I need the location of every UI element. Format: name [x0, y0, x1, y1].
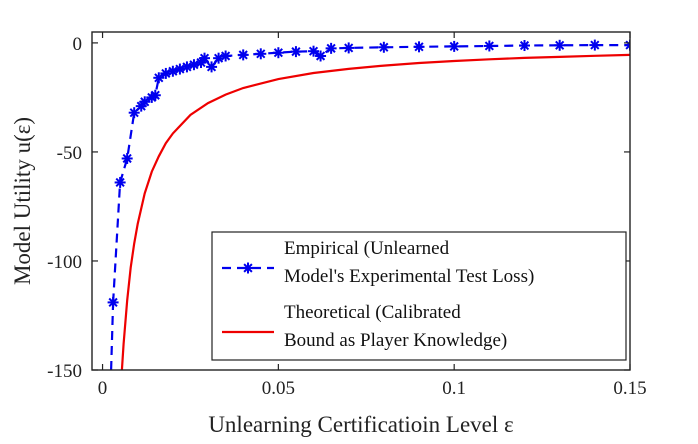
legend-label-line-1: Theoretical (Calibrated	[284, 302, 461, 323]
series-clip-group	[107, 39, 630, 370]
x-tick-label: 0	[98, 378, 108, 399]
axis-labels: Unlearning Certificatioin Level ε Model U…	[10, 117, 514, 437]
y-tick-label: -50	[57, 143, 82, 164]
data-point-empirical	[114, 176, 126, 188]
data-point-empirical	[308, 45, 320, 57]
series-line-theoretical	[120, 53, 630, 370]
data-point-empirical	[325, 42, 337, 54]
ticks-layer: 0 0.05 0.1 0.15 0 -50 -100 -150	[47, 32, 647, 399]
legend: Empirical (Unlearned Model's Experimental…	[211, 231, 627, 361]
legend-box	[211, 231, 627, 361]
data-point-empirical	[199, 52, 211, 64]
x-tick-label: 0.05	[262, 378, 295, 399]
y-tick-label: -150	[47, 361, 82, 382]
data-point-empirical	[589, 39, 601, 51]
legend-label-line-2: Bound as Player Knowledge)	[284, 330, 507, 351]
data-point-empirical	[448, 40, 460, 52]
data-point-empirical	[128, 107, 140, 119]
data-point-empirical	[290, 46, 302, 58]
y-axis-label: Model Utility u(ε)	[10, 117, 35, 285]
series-line-empirical-extension	[109, 302, 115, 370]
legend-label-line-2: Model's Experimental Test Loss)	[284, 266, 534, 287]
legend-sample-marker	[242, 262, 254, 274]
data-point-empirical	[483, 40, 495, 52]
data-point-empirical	[272, 47, 284, 59]
data-point-empirical	[121, 152, 133, 164]
plot-area-frame	[91, 31, 631, 371]
data-point-empirical	[149, 89, 161, 101]
data-point-empirical	[220, 50, 232, 62]
data-point-empirical	[519, 40, 531, 52]
x-tick-label: 0.1	[442, 378, 466, 399]
series-layer	[107, 39, 630, 370]
y-tick-label: -100	[47, 252, 82, 273]
data-point-empirical	[378, 41, 390, 53]
y-tick-label: 0	[73, 34, 83, 55]
data-point-empirical	[315, 50, 327, 62]
data-point-empirical	[554, 39, 566, 51]
x-tick-label: 0.15	[613, 378, 646, 399]
data-point-empirical	[413, 41, 425, 53]
legend-label-line-1: Empirical (Unlearned	[284, 238, 450, 259]
data-point-empirical	[255, 48, 267, 60]
data-point-empirical	[206, 61, 218, 73]
x-axis-label: Unlearning Certificatioin Level ε	[208, 412, 513, 437]
data-point-empirical	[237, 49, 249, 61]
data-point-empirical	[343, 42, 355, 54]
